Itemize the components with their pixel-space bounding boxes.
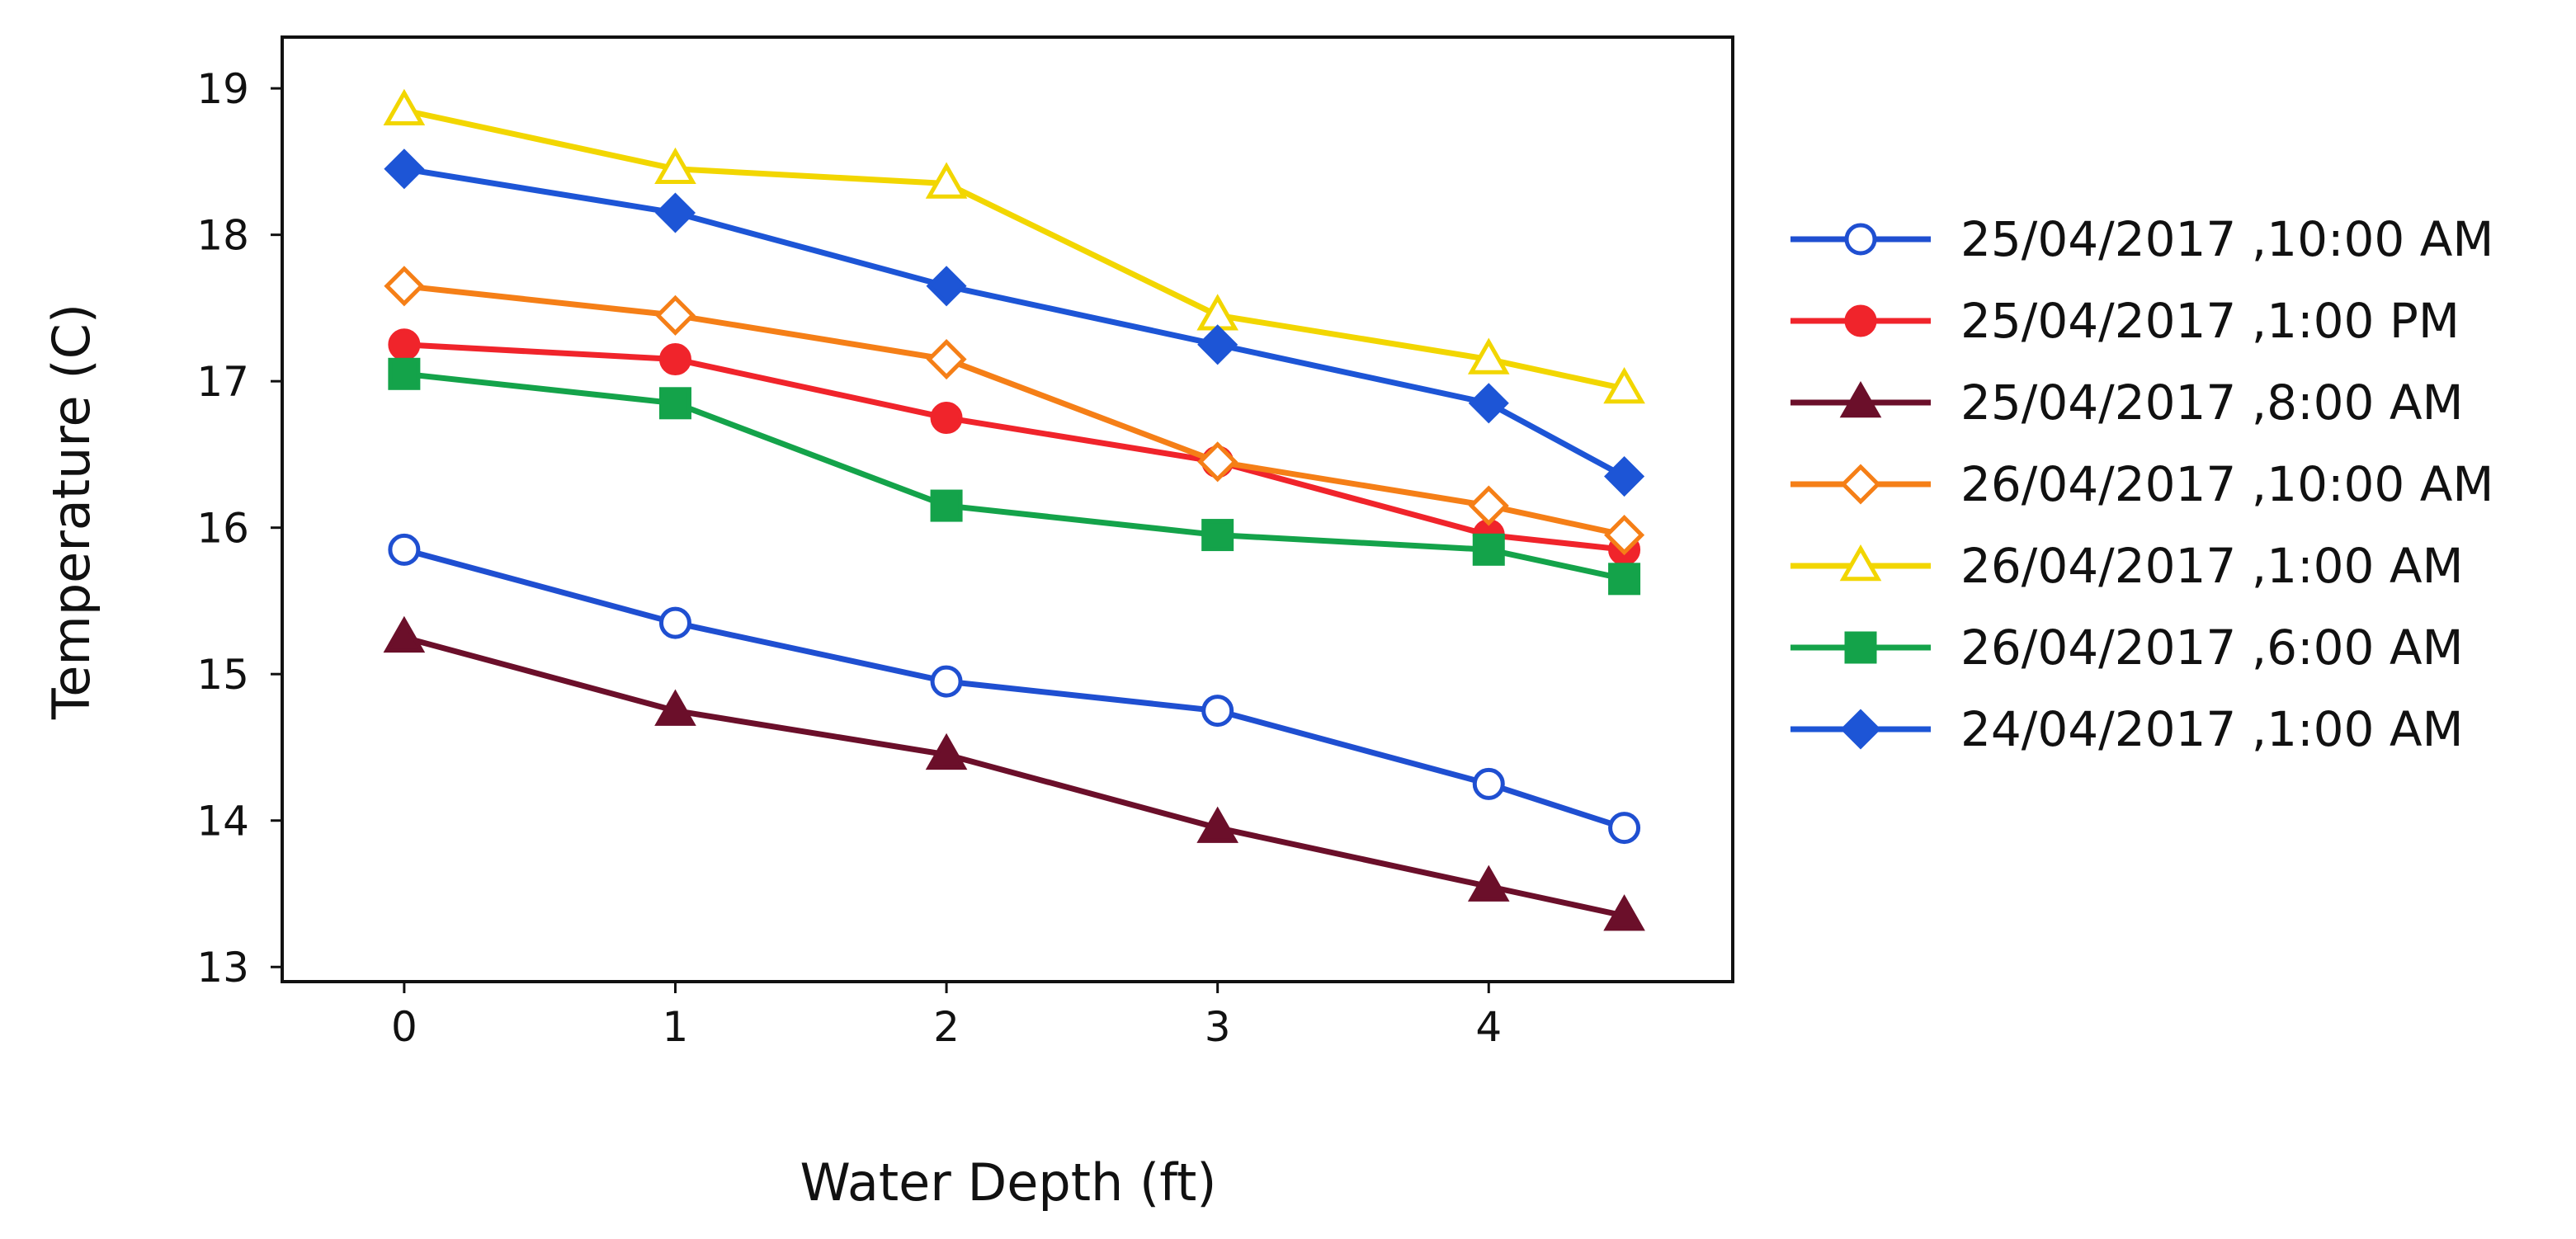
series-7 xyxy=(384,148,1645,497)
y-axis-title: Temperature (C) xyxy=(41,304,101,720)
y-axis: 13 14 15 16 17 18 19 xyxy=(196,65,282,992)
legend-marker xyxy=(1844,631,1877,664)
data-point xyxy=(388,328,421,361)
data-point xyxy=(1201,519,1234,552)
legend-label: 26/04/2017 ,6:00 AM xyxy=(1960,620,2464,676)
data-point xyxy=(658,387,691,420)
data-point xyxy=(388,357,421,390)
series-5 xyxy=(383,88,1645,404)
data-point xyxy=(658,343,691,376)
x-axis: 0 1 2 3 4 xyxy=(391,982,1502,1051)
series-line xyxy=(403,342,1625,553)
x-tick-label: 1 xyxy=(663,1003,689,1051)
legend-item: 25/04/2017 ,1:00 PM xyxy=(1790,293,2460,349)
data-point xyxy=(654,192,696,233)
series-layer xyxy=(383,88,1645,931)
y-tick-label: 19 xyxy=(196,65,249,113)
data-point xyxy=(1608,563,1641,596)
x-tick-label: 4 xyxy=(1475,1003,1502,1051)
legend-marker xyxy=(1844,223,1877,256)
data-point xyxy=(926,266,967,307)
data-point xyxy=(1196,806,1238,843)
data-point xyxy=(383,88,426,126)
data-point xyxy=(1604,515,1645,556)
x-axis-title: Water Depth (ft) xyxy=(800,1152,1217,1213)
series-3 xyxy=(383,615,1645,931)
data-point xyxy=(1603,894,1645,931)
data-point xyxy=(930,489,963,522)
legend-label: 25/04/2017 ,8:00 AM xyxy=(1960,375,2464,431)
series-6 xyxy=(388,357,1641,596)
data-point xyxy=(1472,767,1505,800)
data-point xyxy=(384,266,425,307)
series-line xyxy=(403,634,1625,919)
series-1 xyxy=(388,533,1641,845)
y-tick-label: 16 xyxy=(196,505,249,553)
legend-label: 26/04/2017 ,1:00 AM xyxy=(1960,538,2464,594)
data-point xyxy=(388,533,421,566)
x-tick-label: 2 xyxy=(933,1003,960,1051)
legend-item: 25/04/2017 ,10:00 AM xyxy=(1790,211,2493,267)
legend-label: 24/04/2017 ,1:00 AM xyxy=(1960,701,2464,757)
x-tick-label: 0 xyxy=(391,1003,418,1051)
series-line xyxy=(403,283,1625,538)
data-point xyxy=(1197,441,1238,483)
legend: 25/04/2017 ,10:00 AM 25/04/2017 ,1:00 PM 2… xyxy=(1790,211,2493,757)
series-line xyxy=(403,107,1625,392)
data-point xyxy=(1468,485,1509,526)
data-point xyxy=(925,733,968,770)
y-tick-label: 14 xyxy=(196,798,249,846)
legend-marker xyxy=(1839,544,1882,582)
legend-item: 26/04/2017 ,6:00 AM xyxy=(1790,620,2464,676)
data-point xyxy=(926,339,967,380)
data-point xyxy=(1467,864,1510,902)
data-point xyxy=(1467,337,1510,375)
y-tick-label: 15 xyxy=(196,651,249,699)
data-point xyxy=(654,147,696,185)
data-point xyxy=(658,606,691,639)
data-point xyxy=(925,162,968,199)
legend-label: 26/04/2017 ,10:00 AM xyxy=(1960,456,2493,512)
legend-marker xyxy=(1839,380,1882,418)
data-point xyxy=(1201,695,1234,728)
legend-label: 25/04/2017 ,10:00 AM xyxy=(1960,211,2493,267)
legend-item: 24/04/2017 ,1:00 AM xyxy=(1790,701,2464,757)
series-line xyxy=(403,546,1625,831)
legend-marker xyxy=(1844,304,1877,337)
data-point xyxy=(1197,324,1238,365)
data-point xyxy=(1604,456,1645,497)
data-point xyxy=(383,615,426,653)
data-point xyxy=(930,665,963,698)
legend-marker xyxy=(1840,464,1881,505)
data-point xyxy=(384,148,425,190)
legend-item: 26/04/2017 ,1:00 AM xyxy=(1790,538,2464,594)
y-tick-label: 18 xyxy=(196,212,249,260)
data-point xyxy=(1608,812,1641,845)
data-point xyxy=(1472,533,1505,566)
data-point xyxy=(654,689,696,726)
legend-item: 26/04/2017 ,10:00 AM xyxy=(1790,456,2493,512)
y-tick-label: 13 xyxy=(196,944,249,992)
series-line xyxy=(403,166,1626,479)
y-tick-label: 17 xyxy=(196,358,249,406)
legend-label: 25/04/2017 ,1:00 PM xyxy=(1960,293,2460,349)
series-line xyxy=(403,370,1625,582)
legend-marker xyxy=(1840,709,1881,750)
data-point xyxy=(930,402,963,435)
x-tick-label: 3 xyxy=(1205,1003,1231,1051)
data-point xyxy=(654,294,696,336)
series-4 xyxy=(384,266,1645,556)
data-point xyxy=(1468,383,1509,424)
data-point xyxy=(1603,367,1645,404)
legend-item: 25/04/2017 ,8:00 AM xyxy=(1790,375,2464,431)
